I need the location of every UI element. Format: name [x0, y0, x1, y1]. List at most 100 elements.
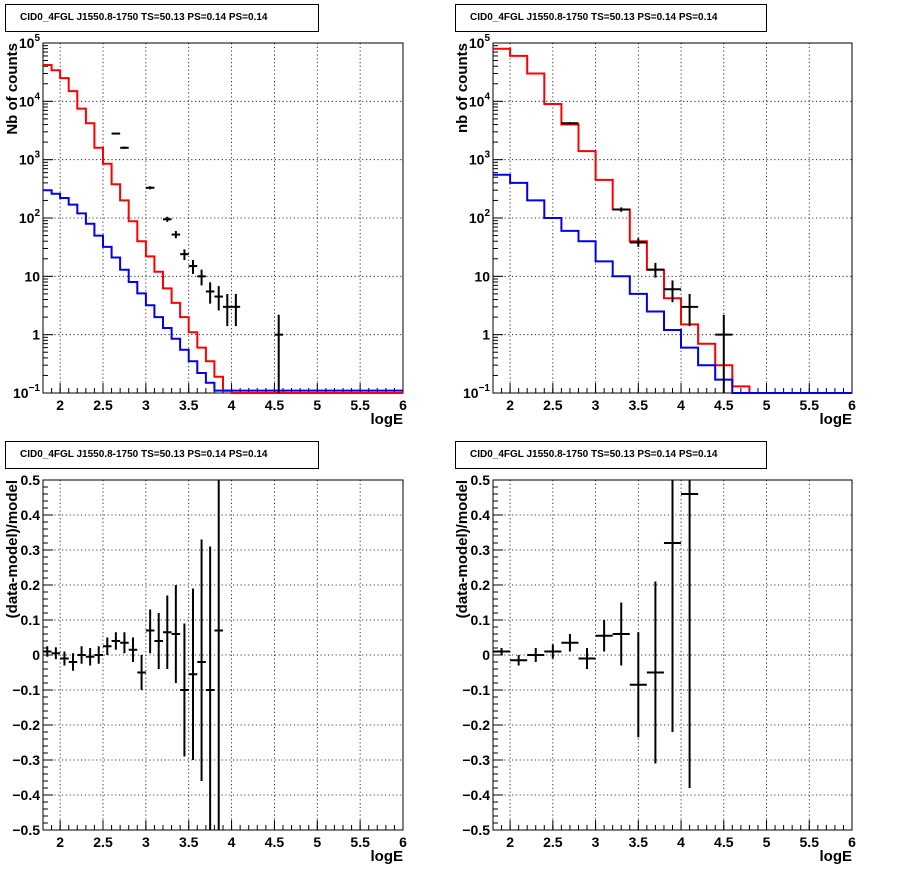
y-tick-label: 0.1	[471, 612, 491, 628]
data-point	[510, 655, 528, 666]
data-point	[180, 623, 189, 757]
data-point	[60, 651, 69, 666]
x-tick-label: 2	[506, 397, 514, 413]
x-tick-label: 6	[848, 397, 856, 413]
y-tick-exponent: 5	[484, 33, 490, 44]
data-point	[163, 216, 172, 222]
data-point	[197, 539, 206, 781]
x-tick-label: 5	[313, 834, 321, 850]
chart-1: 2 2.5 3 3.5 4 4.5 5 5.5 6 10−1 1 10 102 103 104 105 logE…	[4, 33, 407, 428]
y-tick-label: 10−1	[463, 383, 490, 401]
data-point	[681, 480, 699, 788]
data-point	[120, 146, 129, 150]
data-point	[561, 122, 579, 125]
data-point	[154, 613, 163, 669]
x-tick-label: 2.5	[543, 397, 563, 413]
data-point	[180, 249, 189, 261]
y-tick-exponent: −1	[479, 383, 491, 394]
data-point	[163, 595, 172, 669]
y-tick-label: 0.2	[21, 577, 41, 593]
data-point	[43, 646, 52, 657]
y-tick-label: 1	[482, 327, 490, 343]
data-point	[120, 632, 129, 654]
y-tick-label: 103	[469, 150, 491, 168]
y-axis-label: (data-model)/model	[454, 480, 471, 618]
x-tick-label: 5	[763, 834, 771, 850]
y-tick-label: 0.2	[471, 577, 491, 593]
x-tick-label: 2.5	[93, 397, 113, 413]
y-tick-label: 10−1	[13, 383, 40, 401]
x-axis-label: logE	[371, 848, 404, 865]
y-tick-exponent: 3	[484, 150, 490, 161]
x-tick-label: 5.5	[800, 834, 820, 850]
data-point	[663, 280, 682, 303]
y-tick-label: 1	[32, 327, 40, 343]
x-tick-label: 3.5	[179, 397, 199, 413]
panel-title: CID0_4FGL J1550.8-1750 TS=50.13 PS=0.14 …	[455, 441, 767, 469]
x-tick-label: 4.5	[265, 834, 285, 850]
data-point	[493, 648, 511, 655]
y-tick-label: −0.2	[12, 717, 40, 733]
y-tick-label: 0.4	[21, 507, 41, 523]
x-tick-label: 4	[228, 834, 236, 850]
x-tick-label: 3.5	[629, 397, 649, 413]
x-tick-label: 2	[56, 834, 64, 850]
y-tick-exponent: 3	[34, 150, 40, 161]
data-point	[544, 644, 562, 659]
chart-2: 2 2.5 3 3.5 4 4.5 5 5.5 6 10−1 1 10 102 103 104 105 logE…	[454, 33, 856, 428]
y-tick-label: 105	[19, 33, 41, 51]
y-tick-label: 0.5	[21, 472, 41, 488]
y-axis-label: Nb of counts	[4, 43, 21, 135]
data-point	[85, 648, 95, 666]
x-tick-label: 3	[142, 834, 150, 850]
data-point	[231, 293, 241, 327]
x-tick-label: 5	[313, 397, 321, 413]
x-tick-label: 5	[763, 397, 771, 413]
data-point	[527, 648, 545, 662]
y-tick-label: 105	[469, 33, 491, 51]
y-tick-exponent: 4	[484, 91, 490, 102]
x-tick-label: 3	[142, 397, 150, 413]
y-tick-label: −0.1	[12, 682, 40, 698]
y-tick-label: 0.3	[21, 542, 41, 558]
data-point	[629, 238, 647, 247]
y-tick-label: 102	[19, 208, 41, 226]
x-tick-label: 2.5	[93, 834, 113, 850]
x-axis-label: logE	[371, 411, 404, 428]
y-tick-label: 102	[469, 208, 491, 226]
x-tick-label: 5.5	[800, 397, 820, 413]
y-tick-label: −0.3	[462, 752, 490, 768]
series-line	[43, 64, 403, 394]
y-tick-exponent: 4	[34, 91, 40, 102]
x-tick-label: 3	[592, 834, 600, 850]
x-tick-label: 3.5	[629, 834, 649, 850]
data-point	[214, 286, 223, 311]
x-tick-label: 4.5	[714, 834, 734, 850]
panel-title: CID0_4FGL J1550.8-1750 TS=50.13 PS=0.14 …	[5, 441, 319, 469]
y-tick-exponent: 5	[34, 33, 40, 44]
data-point	[103, 637, 112, 655]
data-point	[612, 207, 630, 212]
y-tick-exponent: −1	[29, 383, 41, 394]
y-tick-label: 0	[482, 647, 490, 663]
x-tick-label: 3.5	[179, 834, 199, 850]
panel-title: CID0_4FGL J1550.8-1750 TS=50.13 PS=0.14 …	[455, 4, 767, 32]
x-tick-label: 2	[506, 834, 514, 850]
x-tick-label: 3	[592, 397, 600, 413]
y-tick-label: 104	[19, 91, 41, 109]
y-tick-label: 0	[32, 647, 40, 663]
series-line	[43, 189, 403, 392]
x-tick-label: 4	[677, 834, 685, 850]
data-point	[612, 602, 630, 666]
data-point	[137, 655, 146, 690]
data-point	[171, 585, 181, 683]
data-point	[188, 588, 198, 760]
data-point	[274, 314, 283, 393]
data-point	[145, 609, 155, 654]
x-axis-label: logE	[820, 411, 853, 428]
data-point	[188, 260, 198, 274]
y-tick-label: 10	[474, 268, 490, 284]
data-point	[646, 581, 664, 764]
data-point	[94, 646, 103, 664]
series-line	[493, 47, 852, 394]
